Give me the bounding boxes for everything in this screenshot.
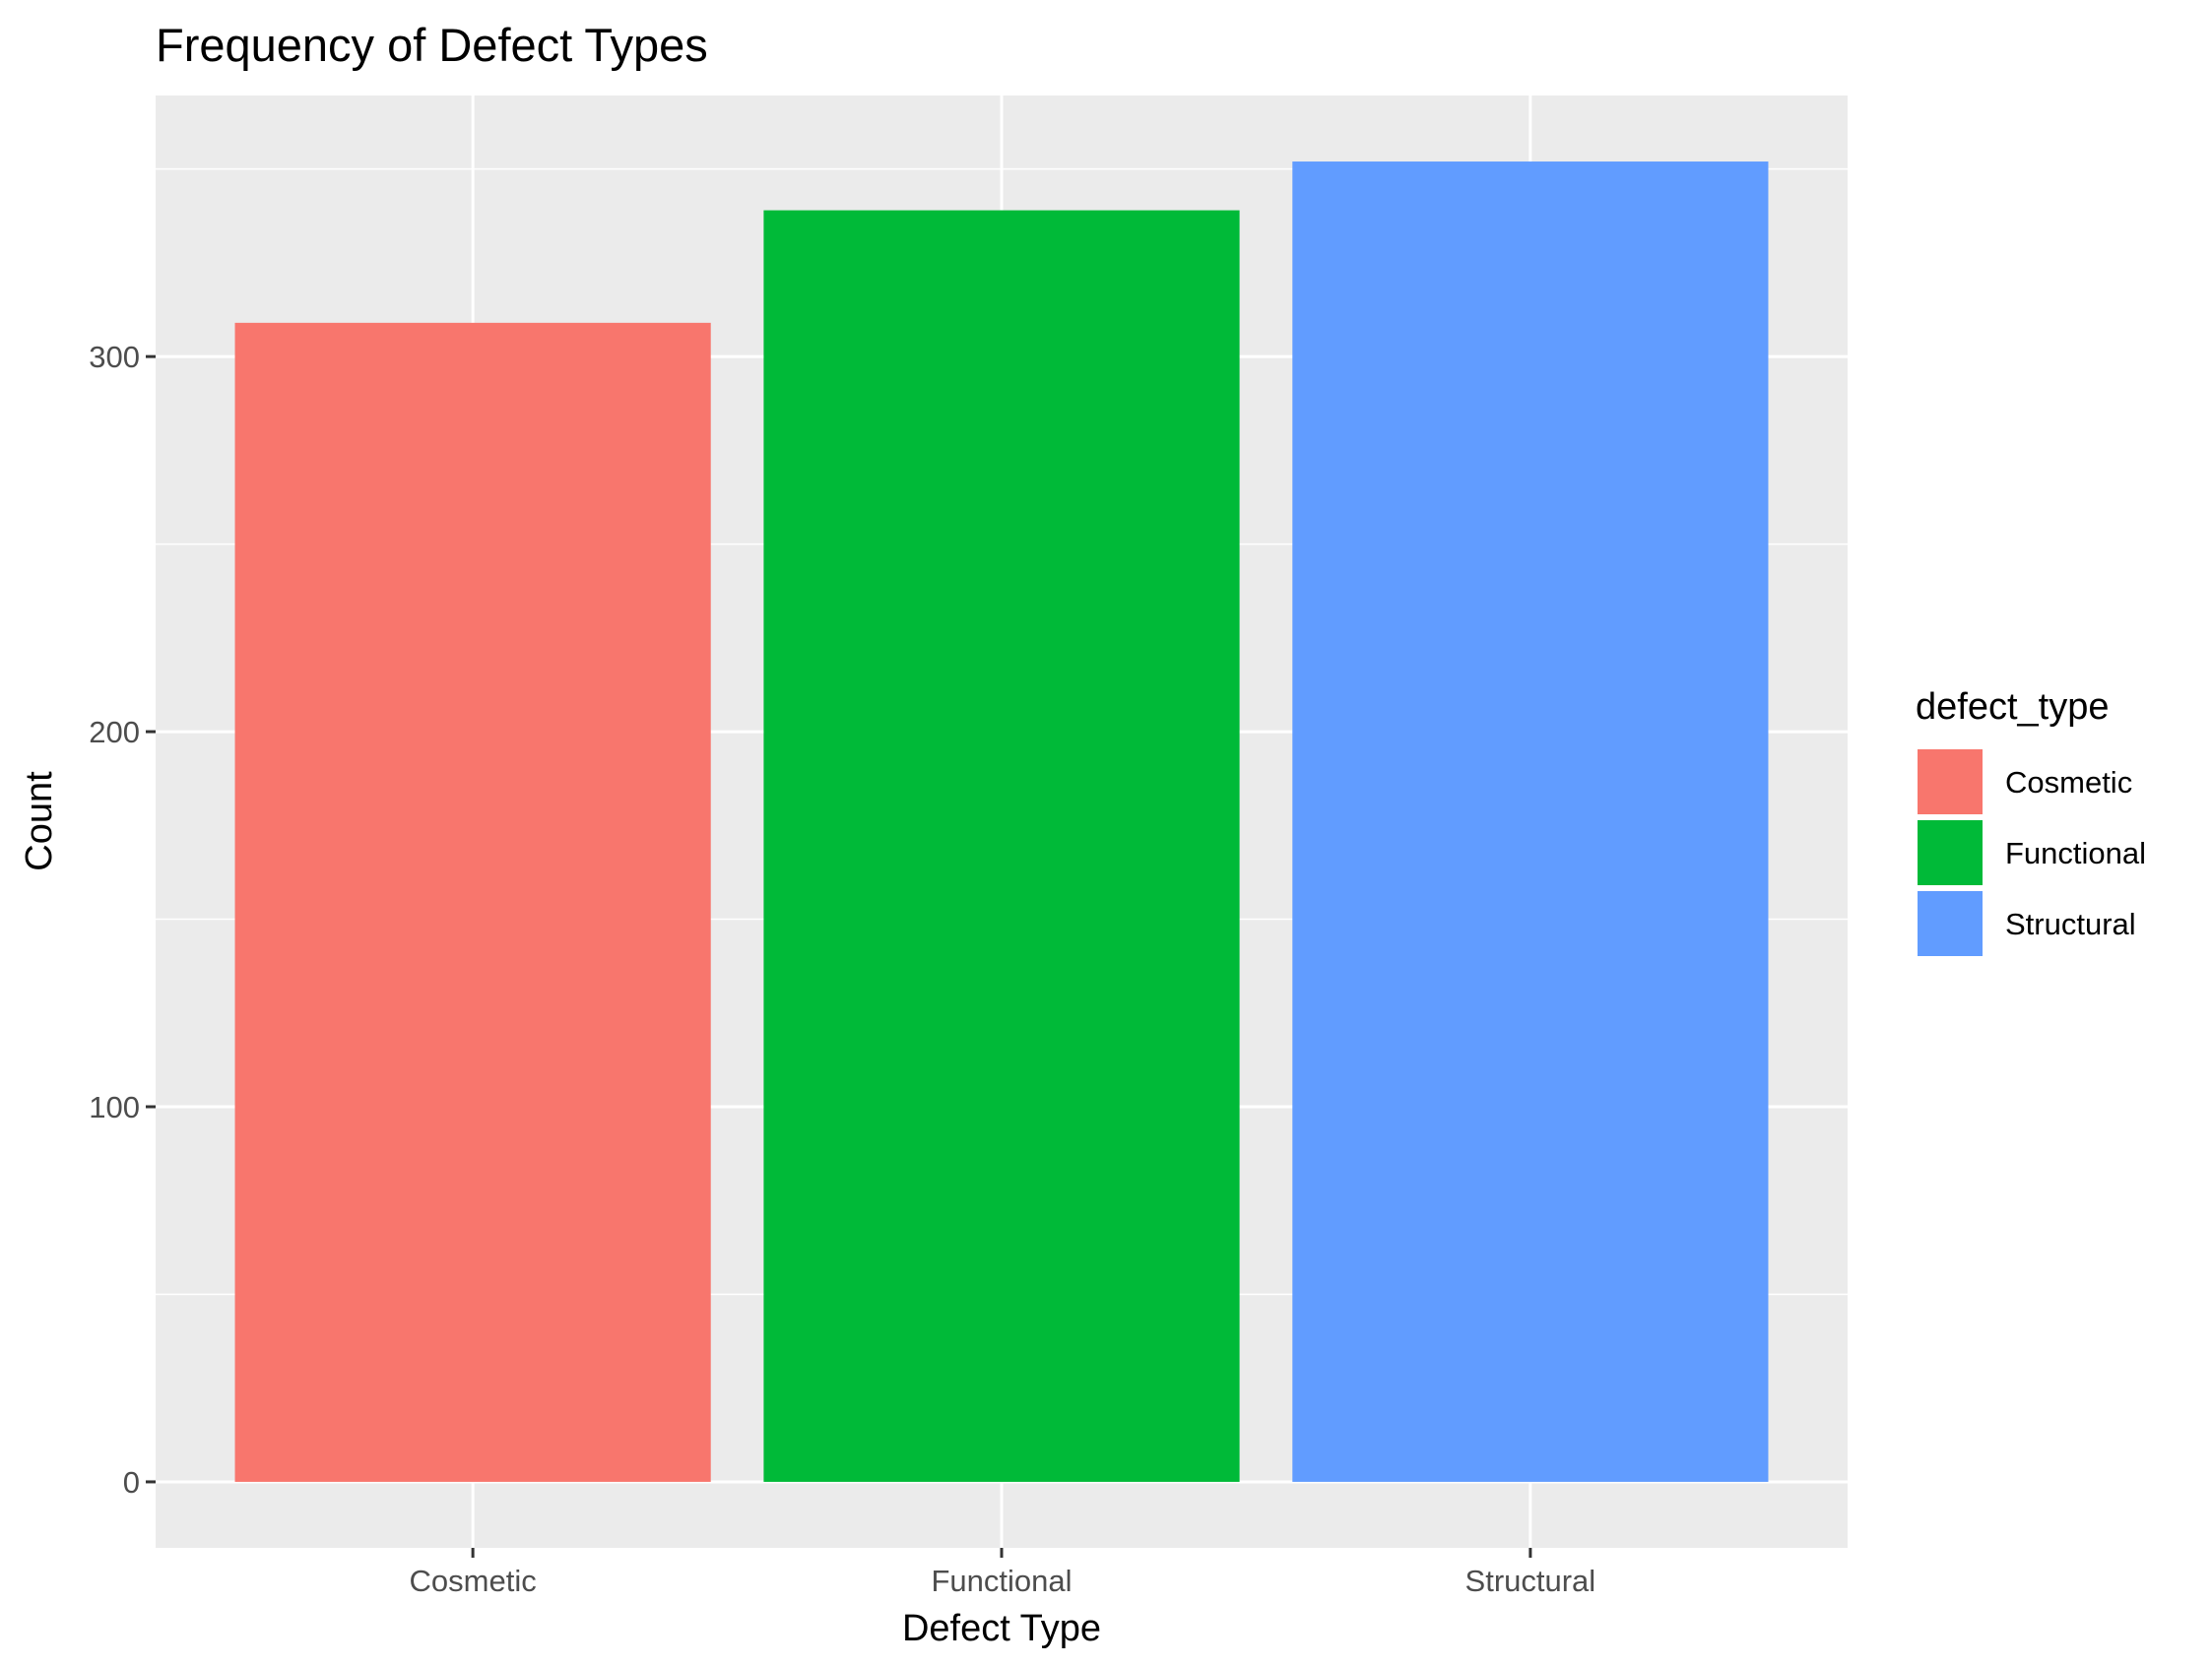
- y-tick-label: 200: [89, 715, 140, 749]
- legend-key-cosmetic: [1916, 747, 1984, 816]
- legend-key-functional: [1916, 818, 1984, 887]
- x-tick-label: Functional: [931, 1564, 1072, 1598]
- legend: defect_type Cosmetic Functional Structural: [1916, 686, 2146, 958]
- x-axis: Cosmetic Functional Structural: [410, 1548, 1596, 1598]
- y-tick-label: 100: [89, 1090, 140, 1124]
- legend-entries: Cosmetic Functional Structural: [1916, 747, 2146, 958]
- bar-structural: [1292, 161, 1769, 1482]
- y-axis-title: Count: [19, 771, 60, 871]
- legend-key-structural: [1916, 889, 1984, 958]
- legend-label: Structural: [2005, 907, 2136, 941]
- x-axis-title: Defect Type: [902, 1608, 1101, 1649]
- x-tick-label: Structural: [1465, 1564, 1596, 1598]
- legend-label: Cosmetic: [2005, 765, 2132, 800]
- legend-title: defect_type: [1916, 686, 2109, 728]
- y-tick-label: 0: [123, 1465, 140, 1500]
- x-tick-label: Cosmetic: [410, 1564, 537, 1598]
- chart-title: Frequency of Defect Types: [156, 19, 708, 71]
- bar-cosmetic: [234, 322, 711, 1482]
- y-tick-label: 300: [89, 340, 140, 374]
- bars: [234, 161, 1769, 1482]
- bar-functional: [763, 210, 1240, 1482]
- legend-label: Functional: [2005, 836, 2146, 870]
- y-axis: 0 100 200 300: [89, 340, 156, 1500]
